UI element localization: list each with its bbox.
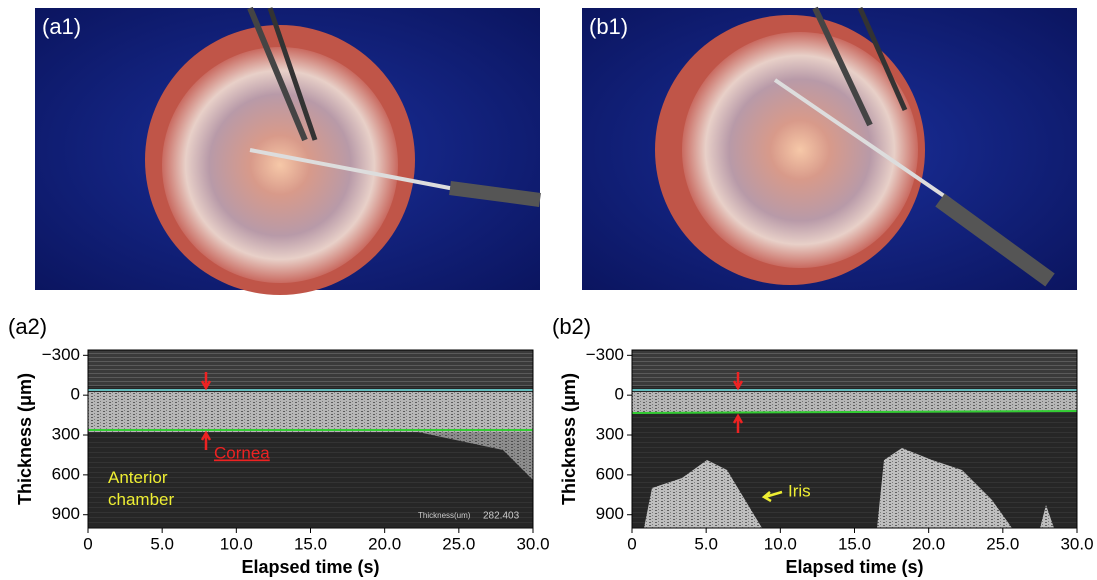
panel-label: (a1) [42, 14, 81, 39]
cornea-band [88, 392, 533, 432]
photo-b1: (b1) [582, 8, 1077, 290]
y-tick-label: 600 [596, 464, 624, 483]
oct-top [88, 350, 533, 386]
plot-label: (b2) [552, 314, 591, 339]
readout-label: Thickness(um) [418, 511, 471, 520]
x-tick-label: 10.0 [220, 534, 253, 553]
y-tick-label: 300 [596, 424, 624, 443]
x-tick-label: 5.0 [694, 534, 718, 553]
x-tick-label: 20.0 [368, 534, 401, 553]
x-tick-label: 5.0 [150, 534, 174, 553]
x-tick-label: 30.0 [516, 534, 549, 553]
x-tick-label: 30.0 [1060, 534, 1093, 553]
x-axis-label: Elapsed time (s) [785, 557, 923, 577]
y-tick-label: −300 [586, 345, 624, 364]
x-tick-label: 25.0 [986, 534, 1019, 553]
y-tick-label: 0 [71, 385, 80, 404]
x-tick-label: 0 [83, 534, 92, 553]
readout-value: 282.403 [483, 511, 520, 522]
cornea-band [632, 392, 1077, 412]
x-axis-label: Elapsed time (s) [241, 557, 379, 577]
photo-a1: (a1) [35, 8, 540, 295]
y-tick-label: 300 [52, 424, 80, 443]
panel-label: (b1) [589, 14, 628, 39]
y-axis-label: Thickness (μm) [559, 373, 579, 505]
annotation-iris: Iris [788, 481, 811, 500]
x-tick-label: 25.0 [442, 534, 475, 553]
y-tick-label: −300 [42, 345, 80, 364]
plot-label: (a2) [8, 314, 47, 339]
y-tick-label: 600 [52, 464, 80, 483]
x-tick-label: 10.0 [764, 534, 797, 553]
x-tick-label: 15.0 [838, 534, 871, 553]
x-tick-label: 0 [627, 534, 636, 553]
figure: (a1) (b1) (a2)−300030060090005.010.015.0… [0, 0, 1097, 580]
y-tick-label: 900 [52, 504, 80, 523]
annotation-cornea: Cornea [214, 443, 270, 462]
y-axis-label: Thickness (μm) [15, 373, 35, 505]
y-tick-label: 900 [596, 504, 624, 523]
x-tick-label: 15.0 [294, 534, 327, 553]
x-tick-label: 20.0 [912, 534, 945, 553]
oct-top [632, 350, 1077, 386]
y-tick-label: 0 [615, 385, 624, 404]
